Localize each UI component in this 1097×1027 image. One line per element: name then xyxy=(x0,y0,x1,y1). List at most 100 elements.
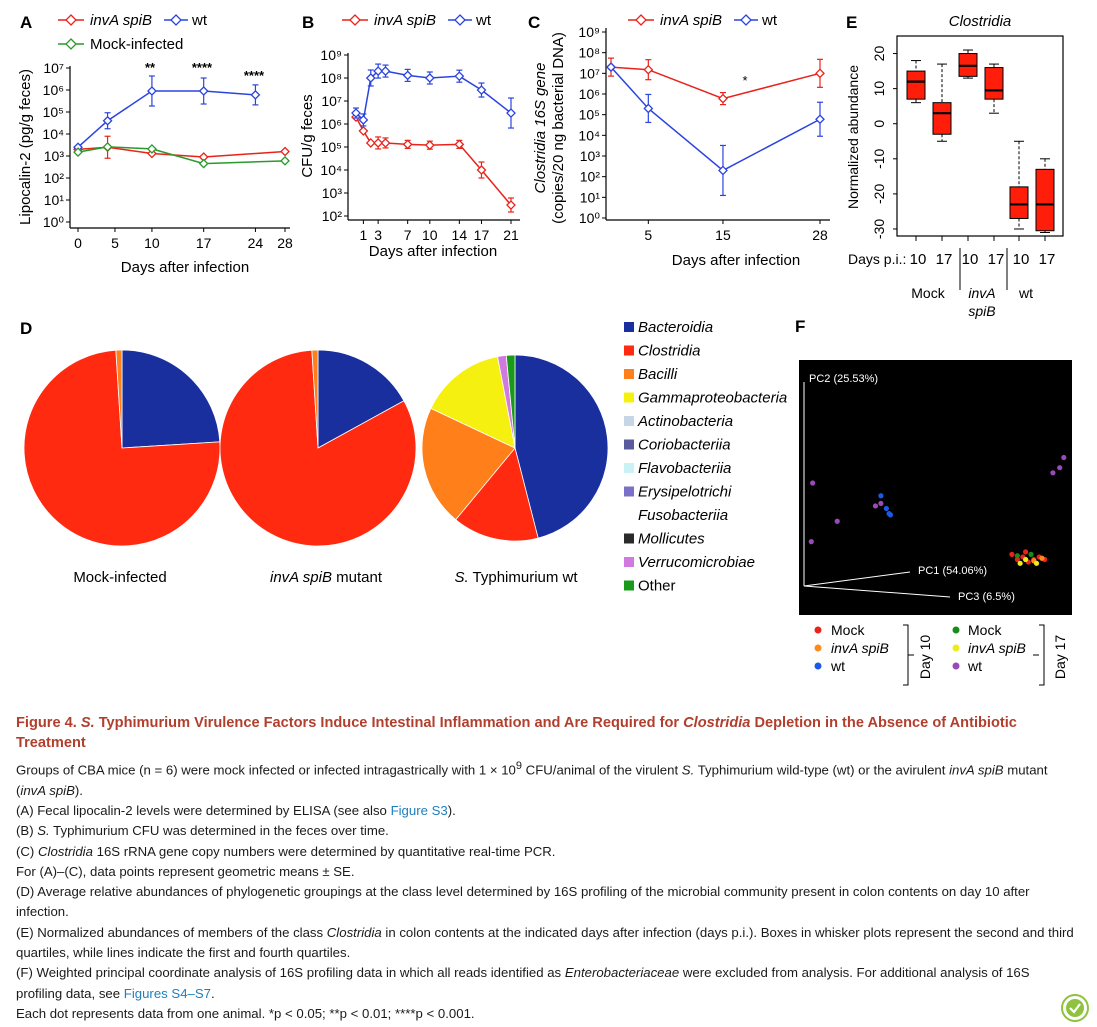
pcoa-point xyxy=(1022,556,1029,563)
x-tick-label: 5 xyxy=(644,227,652,243)
y-tick-label: 0 xyxy=(871,120,887,128)
legend-label: Gammaproteobacteria xyxy=(638,390,787,407)
day-label: 17 xyxy=(936,251,953,268)
data-point xyxy=(380,138,391,148)
panel-a-chart: A invA spiB wt Mock-infected 10⁰10¹10²10… xyxy=(17,12,293,276)
pie-slice xyxy=(23,349,221,547)
pcoa-point xyxy=(810,480,816,486)
data-point xyxy=(718,165,728,176)
y-tick-label: 10⁶ xyxy=(43,82,64,98)
figure-s3-link[interactable]: Figure S3 xyxy=(390,802,448,818)
panel-e-chart: E Clostridia -30 -20 -10 0 10 20 Normalized a… xyxy=(845,13,1064,319)
pie-label-mock: Mock-infected xyxy=(73,569,166,586)
legend-dot xyxy=(814,644,822,652)
y-tick-label: 10² xyxy=(580,169,601,185)
pie-slice xyxy=(121,349,221,449)
panel-e-boxes xyxy=(906,49,1055,241)
y-tick-label: 10⁶ xyxy=(321,116,342,132)
panel-c-series xyxy=(606,57,825,197)
pcoa-point xyxy=(1033,560,1040,566)
day-label: 17 xyxy=(1039,251,1056,268)
panel-d-chart: D Mock-infected invA spiB mutant S. Typh… xyxy=(20,319,787,595)
pc2-label: PC2 (25.53%) xyxy=(809,373,878,385)
legend-swatch xyxy=(624,369,634,379)
data-point xyxy=(102,115,113,126)
legend-swatch xyxy=(624,486,634,497)
crossmark-icon[interactable] xyxy=(1060,993,1090,1023)
data-point xyxy=(815,114,825,125)
panel-b-chart: B invA spiB wt 10²10³10⁴10⁵10⁶10⁷10⁸10⁹ … xyxy=(299,12,520,260)
panel-a-letter: A xyxy=(20,13,32,32)
day17-label: Day 17 xyxy=(1052,635,1068,680)
data-point xyxy=(506,108,516,118)
panel-f-letter: F xyxy=(795,317,805,336)
pcoa-point xyxy=(1039,555,1045,561)
legend-dot xyxy=(952,662,960,670)
day-label: 10 xyxy=(962,251,979,268)
legend-label: Bacteroidia xyxy=(638,319,713,336)
legend-label: wt xyxy=(967,658,982,674)
y-tick-label: 10³ xyxy=(322,185,343,201)
legend-dot xyxy=(952,626,960,634)
legend-a-mock: Mock-infected xyxy=(90,36,183,53)
data-point xyxy=(476,165,487,175)
box xyxy=(984,67,1004,100)
sig-a-1: ** xyxy=(145,60,156,75)
legend-label: Flavobacteriia xyxy=(638,460,731,477)
figures-s4-s7-link[interactable]: Figures S4–S7 xyxy=(123,985,212,1001)
legend-label: Verrucomicrobiae xyxy=(638,554,755,571)
panel-b-xlabel: Days after infection xyxy=(369,243,497,260)
data-point xyxy=(365,138,376,148)
pcoa-point xyxy=(878,500,884,506)
x-tick-label: 10 xyxy=(144,235,160,251)
y-tick-label: 10⁷ xyxy=(321,93,342,109)
group-invA-2: spiB xyxy=(968,303,995,319)
series-line xyxy=(610,66,821,100)
y-tick-label: 10⁷ xyxy=(579,65,600,81)
pie-slice xyxy=(455,447,539,542)
data-point xyxy=(102,141,113,152)
panel-b-letter: B xyxy=(302,13,314,32)
sig-a-2: **** xyxy=(192,60,213,75)
pie-label-wt: S. Typhimurium wt xyxy=(454,569,578,586)
data-point xyxy=(643,64,654,75)
panel-b-y-ticks: 10² 10³ 10⁴ 10⁵ 10⁶ 10⁷ 10⁸ 10⁹ xyxy=(320,47,348,224)
y-tick-label: 10² xyxy=(322,208,343,224)
pcoa-point xyxy=(883,505,889,512)
x-tick-label: 28 xyxy=(812,227,828,243)
y-tick-label: 10¹ xyxy=(580,189,601,205)
panel-b-x-ticks: 1 3 7 10 14 17 21 xyxy=(359,220,519,243)
data-point xyxy=(606,62,616,73)
pie-slice xyxy=(514,354,609,539)
panel-d-legend: Bacteroidia Clostridia Bacilli Gammaproteob… xyxy=(624,319,787,595)
pcoa-point xyxy=(1028,551,1034,558)
legend-label: wt xyxy=(830,658,845,674)
y-tick-label: -20 xyxy=(871,184,887,204)
legend-swatch xyxy=(624,416,634,426)
x-tick-label: 15 xyxy=(715,227,731,243)
caption-para-b: (B) S. Typhimurium CFU was determined in… xyxy=(16,823,389,839)
data-point xyxy=(402,139,413,150)
legend-label: Mock xyxy=(831,622,865,638)
data-point xyxy=(147,143,157,154)
legend-label: Coriobacteriia xyxy=(638,437,731,454)
data-point xyxy=(73,147,83,158)
pcoa-point xyxy=(1009,551,1015,558)
panel-c-y-ticks: 10⁰ 10¹ 10² 10³ 10⁴ 10⁵ 10⁶ 10⁷ 10⁸ 10⁹ xyxy=(578,24,606,226)
pc1-label: PC1 (54.06%) xyxy=(918,565,987,577)
legend-label: Bacilli xyxy=(638,366,678,383)
y-tick-label: 10 xyxy=(871,81,887,97)
y-tick-label: 10² xyxy=(44,170,65,186)
data-point xyxy=(358,126,369,136)
data-point xyxy=(815,68,825,79)
pie-slice xyxy=(505,354,516,449)
panel-b-series xyxy=(351,63,516,213)
data-point xyxy=(365,73,376,83)
x-tick-label: 24 xyxy=(248,235,264,251)
legend-b-invA: invA spiB xyxy=(374,12,436,29)
data-point xyxy=(476,85,487,95)
y-tick-label: 10³ xyxy=(580,148,601,164)
data-point xyxy=(358,115,369,125)
day-label: 10 xyxy=(1013,251,1030,268)
legend-label: Mollicutes xyxy=(638,531,705,548)
